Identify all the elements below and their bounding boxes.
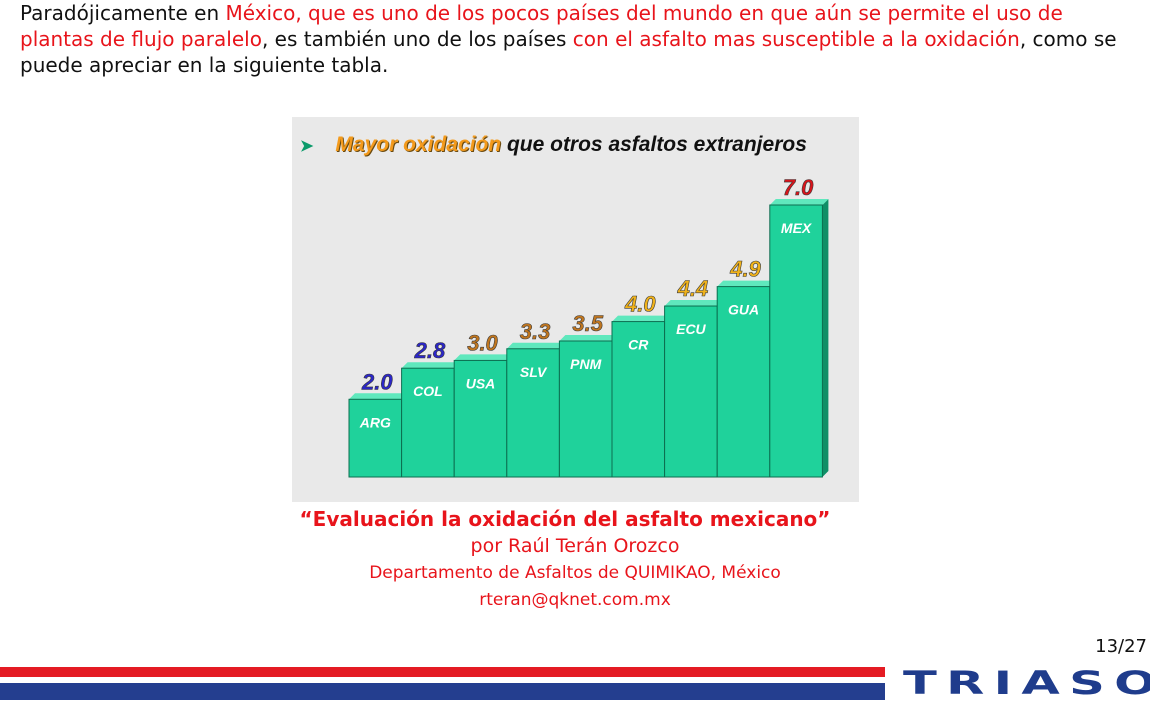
citation-author: por Raúl Terán Orozco [470,535,680,557]
footer-blue-stripe [0,683,885,700]
intro-text-1: Paradójicamente en [20,1,226,25]
bar-cr [611,321,666,478]
bar-col [401,367,455,478]
citation-title: “Evaluación la oxidación del asfalto mex… [299,507,831,531]
value-label-gua: 4.9 [729,257,761,282]
bar-top-col [401,362,461,369]
bar-mex [769,204,823,478]
bar-top-gua [717,280,776,287]
intro-highlight-2: con el asfalto mas susceptible a la oxid… [572,27,1020,51]
category-label-cr: CR [628,337,649,353]
intro-text-2: , es también uno de los países [261,27,573,51]
category-label-arg: ARG [359,414,391,430]
intro-text-3: , como se puede apreciar en la siguiente… [20,27,1117,77]
value-label-pnm: 3.5 [572,311,603,336]
bar-top-cr [612,315,671,322]
bar-chart: ARG 2.0 COL 2.8 USA 3.0 SLV 3.3 PNM 3.5 CR 4.0 ECU 4.… [348,175,829,478]
chart-panel: ARG 2.0 COL 2.8 USA 3.0 SLV 3.3 PNM 3.5 CR 4.0 ECU 4.… [292,117,859,502]
bar-ecu [664,305,718,478]
bar-top-arg [349,393,408,400]
intro-paragraph: Paradójicamente en México, que es uno de… [20,0,1135,78]
bar-top-mex [769,199,829,205]
bar-arg [348,398,403,478]
value-label-usa: 3.0 [467,330,498,355]
value-label-mex: 7.0 [783,175,814,200]
category-label-ecu: ECU [676,321,706,337]
bar-slv [506,348,560,478]
page-number: 13/27 [1095,636,1147,657]
bar-usa [453,359,508,478]
value-label-slv: 3.3 [520,319,551,344]
bullet-arrow-icon: ➤ [300,138,314,155]
category-label-pnm: PNM [570,356,601,372]
bar-pnm [558,340,613,478]
category-label-usa: USA [466,375,496,391]
citation-department: Departamento de Asfaltos de QUIMIKAO, Mé… [369,563,781,583]
company-logo: TRIASO [903,664,1150,702]
bar-top-slv [506,342,566,349]
value-label-cr: 4.0 [624,292,656,317]
chart-title: ➤ Mayor oxidación que otros asfaltos extr… [300,133,807,157]
bar-top-ecu [664,300,724,307]
category-label-mex: MEX [781,220,813,236]
footer-white-gap [0,677,885,683]
bar-side-mex [822,199,829,477]
footer-stripe [0,667,885,700]
category-label-gua: GUA [728,302,759,318]
footer-red-stripe [0,667,885,677]
category-label-slv: SLV [520,364,548,380]
category-label-col: COL [413,383,443,399]
bar-top-pnm [559,335,618,341]
value-label-col: 2.8 [414,338,446,363]
chart-title-accent: Mayor oxidación [335,133,502,156]
citation-email: rteran@qknet.com.mx [479,590,671,610]
bar-top-usa [454,354,513,361]
value-label-ecu: 4.4 [677,276,709,301]
value-label-arg: 2.0 [361,369,393,394]
intro-highlight-1: México, que es uno de los pocos países d… [20,1,1063,51]
chart-title-rest: que otros asfaltos extranjeros [501,133,807,156]
